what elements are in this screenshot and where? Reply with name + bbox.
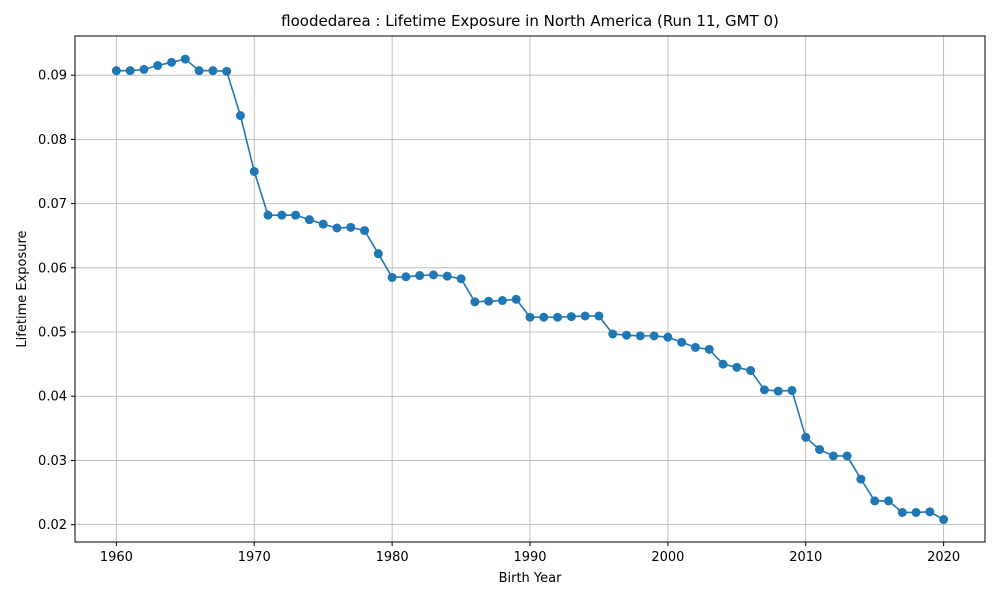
data-point (939, 515, 949, 525)
y-tick-label: 0.02 (38, 518, 67, 533)
x-tick-label: 1970 (238, 550, 271, 565)
chart-title: floodedarea : Lifetime Exposure in North… (281, 12, 779, 30)
data-point (249, 166, 259, 176)
data-point (318, 219, 328, 229)
data-point (704, 344, 714, 354)
x-axis-label: Birth Year (499, 571, 563, 586)
data-point (842, 451, 852, 461)
data-point (787, 385, 797, 395)
data-point (856, 474, 866, 484)
data-point (470, 297, 480, 307)
x-tick-label: 1990 (513, 550, 546, 565)
data-point (746, 366, 756, 376)
data-point (139, 64, 149, 74)
data-point (415, 271, 425, 281)
data-point (828, 451, 838, 461)
data-point (553, 312, 563, 322)
x-tick-label: 2010 (789, 550, 822, 565)
data-point (897, 507, 907, 517)
data-point (332, 223, 342, 233)
plot-frame (74, 35, 986, 543)
data-point (125, 66, 135, 76)
y-tick-label: 0.09 (38, 69, 67, 84)
data-point (387, 272, 397, 282)
data-point (360, 226, 370, 236)
data-point (442, 271, 452, 281)
x-tick-label: 2020 (927, 550, 960, 565)
data-point (194, 66, 204, 76)
data-point (801, 432, 811, 442)
data-point (304, 215, 314, 225)
axis-ticks: 1960 1970 1980 1990 2000 2010 2020 0.02 0.03 0.04… (38, 69, 960, 565)
data-point (622, 330, 632, 340)
data-point (167, 57, 177, 67)
y-tick-label: 0.03 (38, 454, 67, 469)
data-point (263, 210, 273, 220)
y-tick-label: 0.07 (38, 197, 67, 212)
data-point (911, 507, 921, 517)
data-point (718, 359, 728, 369)
x-tick-label: 2000 (651, 550, 684, 565)
y-axis-label: Lifetime Exposure (15, 230, 30, 347)
data-point (759, 385, 769, 395)
data-point (346, 222, 356, 232)
series-layer (111, 54, 949, 525)
data-point (153, 61, 163, 71)
data-point (235, 111, 245, 121)
y-tick-label: 0.05 (38, 326, 67, 341)
data-point (566, 312, 576, 322)
y-tick-label: 0.04 (38, 390, 67, 405)
data-point (870, 496, 880, 506)
data-point (663, 332, 673, 342)
y-tick-label: 0.08 (38, 133, 67, 148)
data-point (883, 496, 893, 506)
data-point (580, 311, 590, 321)
x-tick-label: 1980 (376, 550, 409, 565)
data-point (180, 54, 190, 64)
data-point (277, 210, 287, 220)
grid (75, 36, 985, 542)
data-point (925, 507, 935, 517)
data-point (732, 362, 742, 372)
data-point (208, 66, 218, 76)
data-point (401, 272, 411, 282)
data-point (484, 296, 494, 306)
data-point (511, 294, 521, 304)
data-point (815, 445, 825, 455)
y-tick-label: 0.06 (38, 261, 67, 276)
data-point (608, 329, 618, 339)
data-point (497, 296, 507, 306)
data-point (690, 342, 700, 352)
data-point (291, 210, 301, 220)
data-point (635, 331, 645, 341)
x-tick-label: 1960 (100, 550, 133, 565)
data-point (677, 337, 687, 347)
data-point (539, 312, 549, 322)
data-point (373, 249, 383, 259)
data-point (456, 274, 466, 284)
data-point (111, 66, 121, 76)
data-point (773, 386, 783, 396)
data-point (222, 66, 232, 76)
data-point (428, 270, 438, 280)
data-point (649, 331, 659, 341)
data-point (594, 311, 604, 321)
data-point (525, 312, 535, 322)
